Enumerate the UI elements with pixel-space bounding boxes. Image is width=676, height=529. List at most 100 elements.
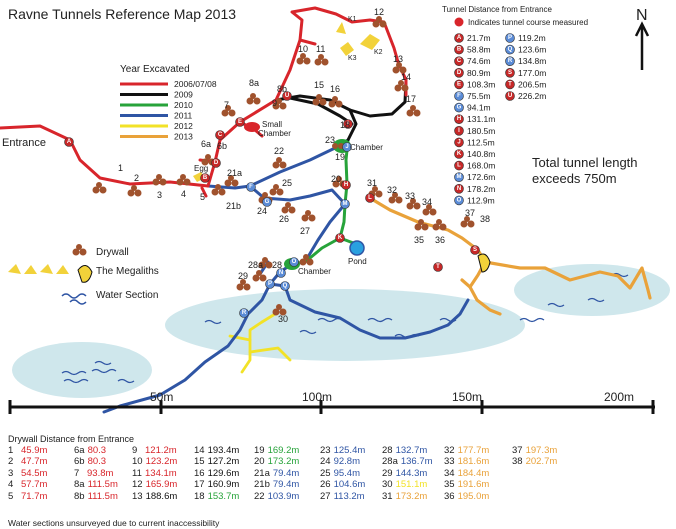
map-marker-letter: P [268, 281, 272, 287]
drywall-table-row: 15 127.2m [194, 456, 254, 467]
drywall-label: 17 [406, 94, 416, 104]
drywall-table-row: 30 151.1m [382, 479, 444, 490]
symbol-legend: Drywall The Megaliths Water Section [8, 244, 159, 305]
egg-label: Egg [194, 164, 208, 173]
drywall-label: 4 [181, 189, 186, 199]
drywall-table-row: 19 169.2m [254, 445, 320, 456]
water-area [12, 342, 152, 398]
drywall-markers [92, 16, 475, 316]
drywall-label: 6a [201, 139, 211, 149]
drywall-distance: 144.3m [395, 467, 428, 479]
drywall-table-row: 35 191.6m [444, 479, 512, 490]
map-marker-m [340, 199, 350, 209]
distance-marker-letter: S [508, 70, 512, 76]
drywall-table-row: 23 125.4m [320, 445, 382, 456]
drywall-distance: 184.4m [457, 467, 490, 479]
map-marker-k [335, 233, 345, 243]
drywall-label: 28 [272, 260, 282, 270]
map-marker-letter: K [338, 235, 343, 241]
place-labels: Entrance Egg Small Chamber Chamber Chamb… [2, 16, 383, 276]
drywall-distance: 195.0m [457, 490, 490, 502]
drywall-table-row: 9 121.2m [132, 445, 194, 456]
chamber-bottom-label: Chamber [298, 267, 331, 276]
map-marker-letter: C [218, 132, 223, 138]
drywall-icon [252, 270, 267, 282]
map-marker-letter: Q [283, 283, 288, 289]
map-marker-c [215, 130, 225, 140]
drywall-id: 10 [132, 456, 143, 468]
tunnels-2011 [102, 138, 470, 414]
drywall-label: 29 [238, 271, 248, 281]
drywall-label: 35 [414, 235, 424, 245]
drywall-table-row: 13 188.6m [132, 491, 194, 502]
map-marker-letter: A [67, 139, 72, 145]
drywall-distance: 123.2m [145, 456, 178, 468]
drywall-table-row: 1 45.9m [8, 445, 74, 456]
drywall-icon [281, 202, 296, 214]
drywall-table-row: 28 132.7m [382, 445, 444, 456]
drywall-distance: 165.9m [145, 479, 178, 491]
drywall-id: 38 [512, 456, 523, 468]
drywall-distance: 113.2m [333, 490, 365, 502]
map-marker-letter: L [368, 195, 372, 201]
drywall-distance: 47.7m [21, 456, 48, 468]
scale-bar: 50m 100m 150m 200m [8, 390, 655, 414]
drywall-table-row: 12 165.9m [132, 479, 194, 490]
distance-marker-icon [454, 33, 464, 43]
drywall-id: 21b [254, 479, 270, 491]
map-marker-letter: F [249, 184, 253, 190]
map-marker-letter: M [343, 201, 348, 207]
drywall-id: 8b [74, 490, 85, 502]
distance-marker-letter: E [457, 81, 461, 87]
drywall-table-row: 22 103.9m [254, 491, 320, 502]
drywall-icon [406, 105, 421, 117]
distance-marker-letter: I [458, 128, 460, 134]
drywall-distance: 177.7m [457, 445, 490, 456]
distance-value: 21.7m [467, 33, 491, 43]
map-marker-letter: J [345, 144, 348, 150]
drywall-distance: 181.6m [457, 456, 490, 468]
drywall-icon [272, 304, 287, 316]
drywall-icon [392, 62, 407, 74]
drywall-table-row: 6a 80.3 [74, 445, 132, 456]
drywall-table-row: 27 113.2m [320, 491, 382, 502]
distance-marker-icon [454, 79, 464, 90]
drywall-label: 5 [200, 192, 205, 202]
drywall-id: 7 [74, 467, 80, 479]
drywall-icon [432, 219, 447, 231]
drywall-label: 15 [314, 80, 324, 90]
map-marker-j [342, 142, 352, 152]
k2-label: K2 [374, 49, 383, 56]
drywall-label: 37 [465, 208, 475, 218]
drywall-label: 16 [330, 84, 340, 94]
distance-marker-letter: N [457, 186, 461, 192]
map-marker-letter: N [279, 270, 283, 276]
drywall-icon [422, 204, 437, 216]
map-marker-letter: G [265, 199, 270, 205]
drywall-icon [127, 185, 142, 197]
drywall-table-row: 8a 111.5m [74, 479, 132, 490]
drywall-table-column: 14 193.4m 15 127.2m 16 129.6m 17 160.9m 18 153.7m [194, 445, 254, 502]
water-legend-label: Water Section [96, 290, 158, 301]
drywall-icon [312, 94, 327, 106]
distance-marker-icon [454, 160, 464, 171]
drywall-label: 26 [279, 214, 289, 224]
drywall-distance: 136.7m [400, 456, 433, 468]
drywall-icon [314, 54, 329, 66]
distance-marker-letter: J [457, 139, 460, 145]
pond-label: Pond [348, 257, 367, 266]
distance-value: 180.5m [467, 126, 495, 136]
drywall-distance: 57.7m [21, 479, 48, 491]
water-legend-icon [61, 293, 87, 305]
distance-marker-letter: Q [508, 47, 513, 53]
drywall-label: 38 [480, 214, 490, 224]
drywall-icon [296, 53, 311, 65]
drywall-table-column: 9 121.2m 10 123.2m 11 134.1m 12 165.9m 13 188.6m [132, 445, 194, 502]
map-marker-letter: T [436, 264, 440, 270]
drywall-icon [269, 184, 284, 196]
distance-value: 112.9m [467, 195, 495, 205]
north-label: N [636, 7, 648, 24]
drywall-table-row: 32 177.7m [444, 445, 512, 456]
drywall-table-row: 21a 79.4m [254, 468, 320, 479]
map-marker-letter: I [347, 121, 349, 127]
